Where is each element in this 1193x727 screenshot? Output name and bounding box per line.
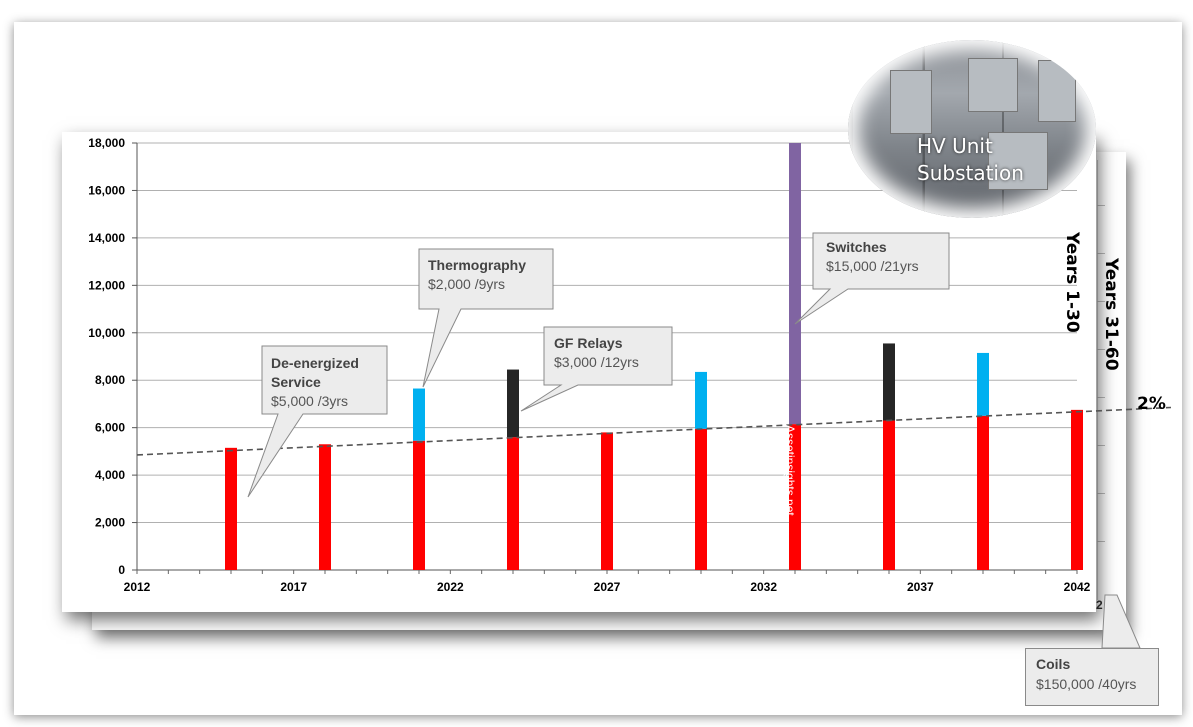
callout-coils-pointer xyxy=(1101,594,1141,649)
callout-coils-sub: $150,000 /40yrs xyxy=(1036,676,1137,692)
callout-deenergized-title2: Service xyxy=(271,374,321,390)
bar-segment xyxy=(319,444,331,570)
years-back-label: Years 31-60 xyxy=(1101,258,1121,371)
y-tick-label: 16,000 xyxy=(88,183,125,197)
trendline xyxy=(136,406,1172,456)
x-tick-label: 2022 xyxy=(437,580,464,594)
years-front-label: Years 1-30 xyxy=(1062,232,1082,333)
y-tick-label: 8,000 xyxy=(95,373,125,387)
y-tick-label: 10,000 xyxy=(88,326,125,340)
x-tick-label: 2032 xyxy=(750,580,777,594)
callout-coils-title: Coils xyxy=(1036,656,1071,672)
bar-segment xyxy=(413,440,425,570)
watermark-text: Assetinsights.net xyxy=(783,425,797,516)
x-axis-ticks: 2012 2017 2022 2027 2032 2037 2042 xyxy=(124,570,1091,594)
bar-segment xyxy=(601,432,613,570)
photo-label-line2: Substation xyxy=(917,161,1024,185)
bar-segment xyxy=(977,352,989,416)
y-tick-label: 2,000 xyxy=(95,516,125,530)
callout-thermography-sub: $2,000 /9yrs xyxy=(428,276,505,292)
photo-cabinet-door xyxy=(968,58,1018,112)
bar-segment xyxy=(413,388,425,441)
back-axis-tick xyxy=(1097,493,1105,494)
back-axis-tick xyxy=(1097,253,1105,254)
callout-thermography-title: Thermography xyxy=(428,257,526,273)
callout-deenergized-title1: De-energized xyxy=(271,355,359,371)
callout-gfrelays: GF Relays $3,000 /12yrs xyxy=(520,326,673,412)
x-tick-label: 2037 xyxy=(907,580,934,594)
back-axis-tick xyxy=(1097,445,1105,446)
callout-gfrelays-sub: $3,000 /12yrs xyxy=(554,354,639,370)
back-axis-tick xyxy=(1097,349,1105,350)
photo-cabinet-door xyxy=(988,132,1048,190)
bar-segment xyxy=(789,143,801,425)
y-tick-label: 12,000 xyxy=(88,278,125,292)
x-tick-label: 2012 xyxy=(124,580,151,594)
x-tick-label: 2027 xyxy=(594,580,621,594)
x-tick-label: 2017 xyxy=(280,580,307,594)
y-tick-label: 0 xyxy=(118,563,125,577)
bar-segment xyxy=(883,343,895,421)
callout-switches: Switches $15,000 /21yrs xyxy=(794,232,950,325)
y-tick-label: 14,000 xyxy=(88,231,125,245)
callout-deenergized: De-energized Service $5,000 /3yrs xyxy=(247,345,388,498)
callout-gfrelays-title: GF Relays xyxy=(554,335,623,351)
back-chart-axis xyxy=(1097,160,1098,600)
y-tick-label: 6,000 xyxy=(95,421,125,435)
bar-segment xyxy=(977,415,989,570)
bar-segment xyxy=(1071,409,1083,570)
bar-segment xyxy=(695,371,707,429)
bar-segment xyxy=(883,420,895,570)
back-axis-tick xyxy=(1097,205,1105,206)
photo-cabinet-door xyxy=(1038,60,1076,122)
bar-segment xyxy=(695,428,707,570)
bars xyxy=(225,143,1083,570)
back-axis-tick xyxy=(1097,397,1105,398)
bar-segment xyxy=(789,424,801,570)
callout-thermography: Thermography $2,000 /9yrs xyxy=(418,248,554,388)
y-tick-label: 18,000 xyxy=(88,136,125,150)
back-x-tick-label: 2 xyxy=(1096,598,1103,612)
callout-coils: Coils $150,000 /40yrs xyxy=(1025,648,1159,706)
callout-switches-title: Switches xyxy=(826,239,887,255)
x-tick-label: 2042 xyxy=(1064,580,1091,594)
back-axis-tick xyxy=(1097,301,1105,302)
callout-switches-sub: $15,000 /21yrs xyxy=(826,258,919,274)
photo-cabinet-door xyxy=(890,70,932,134)
bar-segment xyxy=(507,369,519,438)
bar-segment xyxy=(507,437,519,570)
callout-deenergized-sub: $5,000 /3yrs xyxy=(271,393,348,409)
trendline-label: 2% xyxy=(1137,394,1166,414)
photo-label: HV Unit Substation xyxy=(917,133,1024,187)
bar-segment xyxy=(225,447,237,570)
y-tick-label: 4,000 xyxy=(95,468,125,482)
photo-label-line1: HV Unit xyxy=(917,134,993,158)
back-axis-tick xyxy=(1097,541,1105,542)
substation-photo xyxy=(848,40,1096,218)
